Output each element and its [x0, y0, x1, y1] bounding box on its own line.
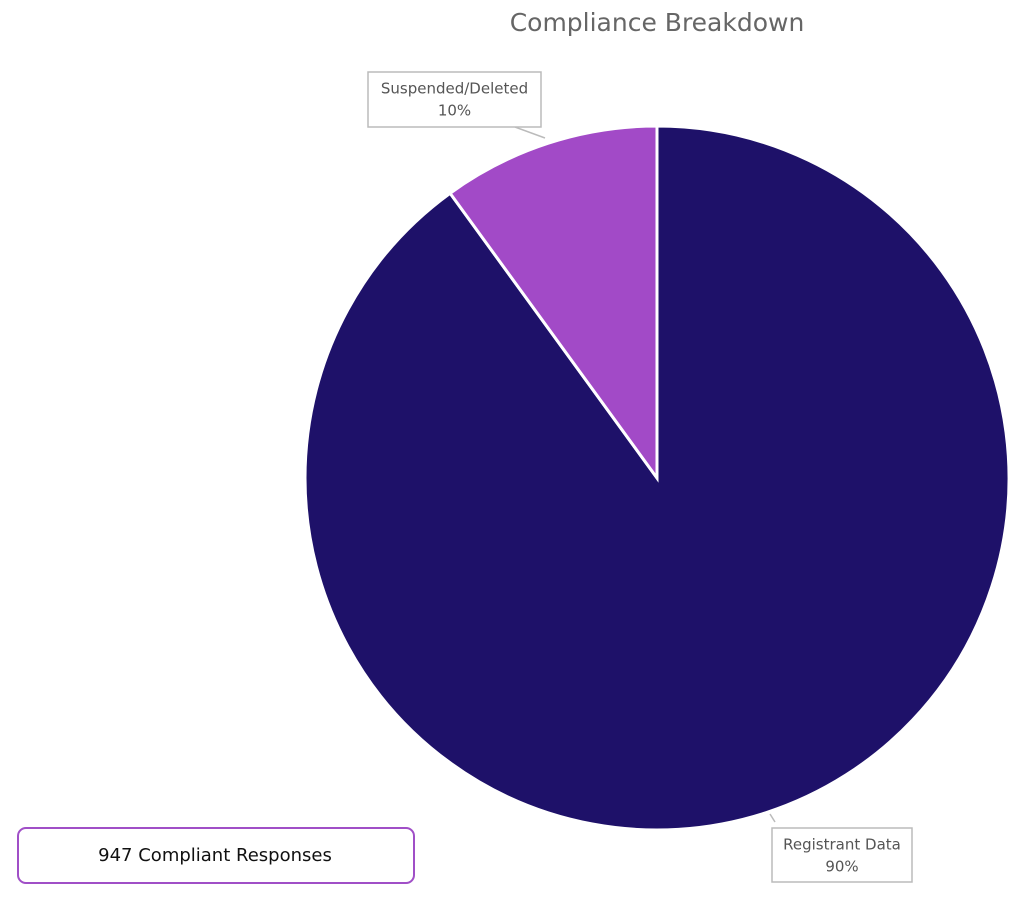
callout-box — [367, 71, 542, 128]
slice-label: Suspended/Deleted — [381, 80, 528, 98]
callout-line — [514, 126, 546, 139]
pie-slice — [448, 124, 659, 483]
value-label: 90% — [825, 858, 858, 876]
callout-line — [769, 813, 776, 823]
slice-label: Registrant Data — [783, 836, 901, 854]
annotation-box — [17, 827, 415, 884]
value-label: 10% — [438, 102, 471, 120]
annotation: 947 Compliant Responses — [98, 845, 332, 866]
callout-box — [771, 827, 913, 883]
chart-title: Compliance Breakdown — [510, 8, 805, 37]
